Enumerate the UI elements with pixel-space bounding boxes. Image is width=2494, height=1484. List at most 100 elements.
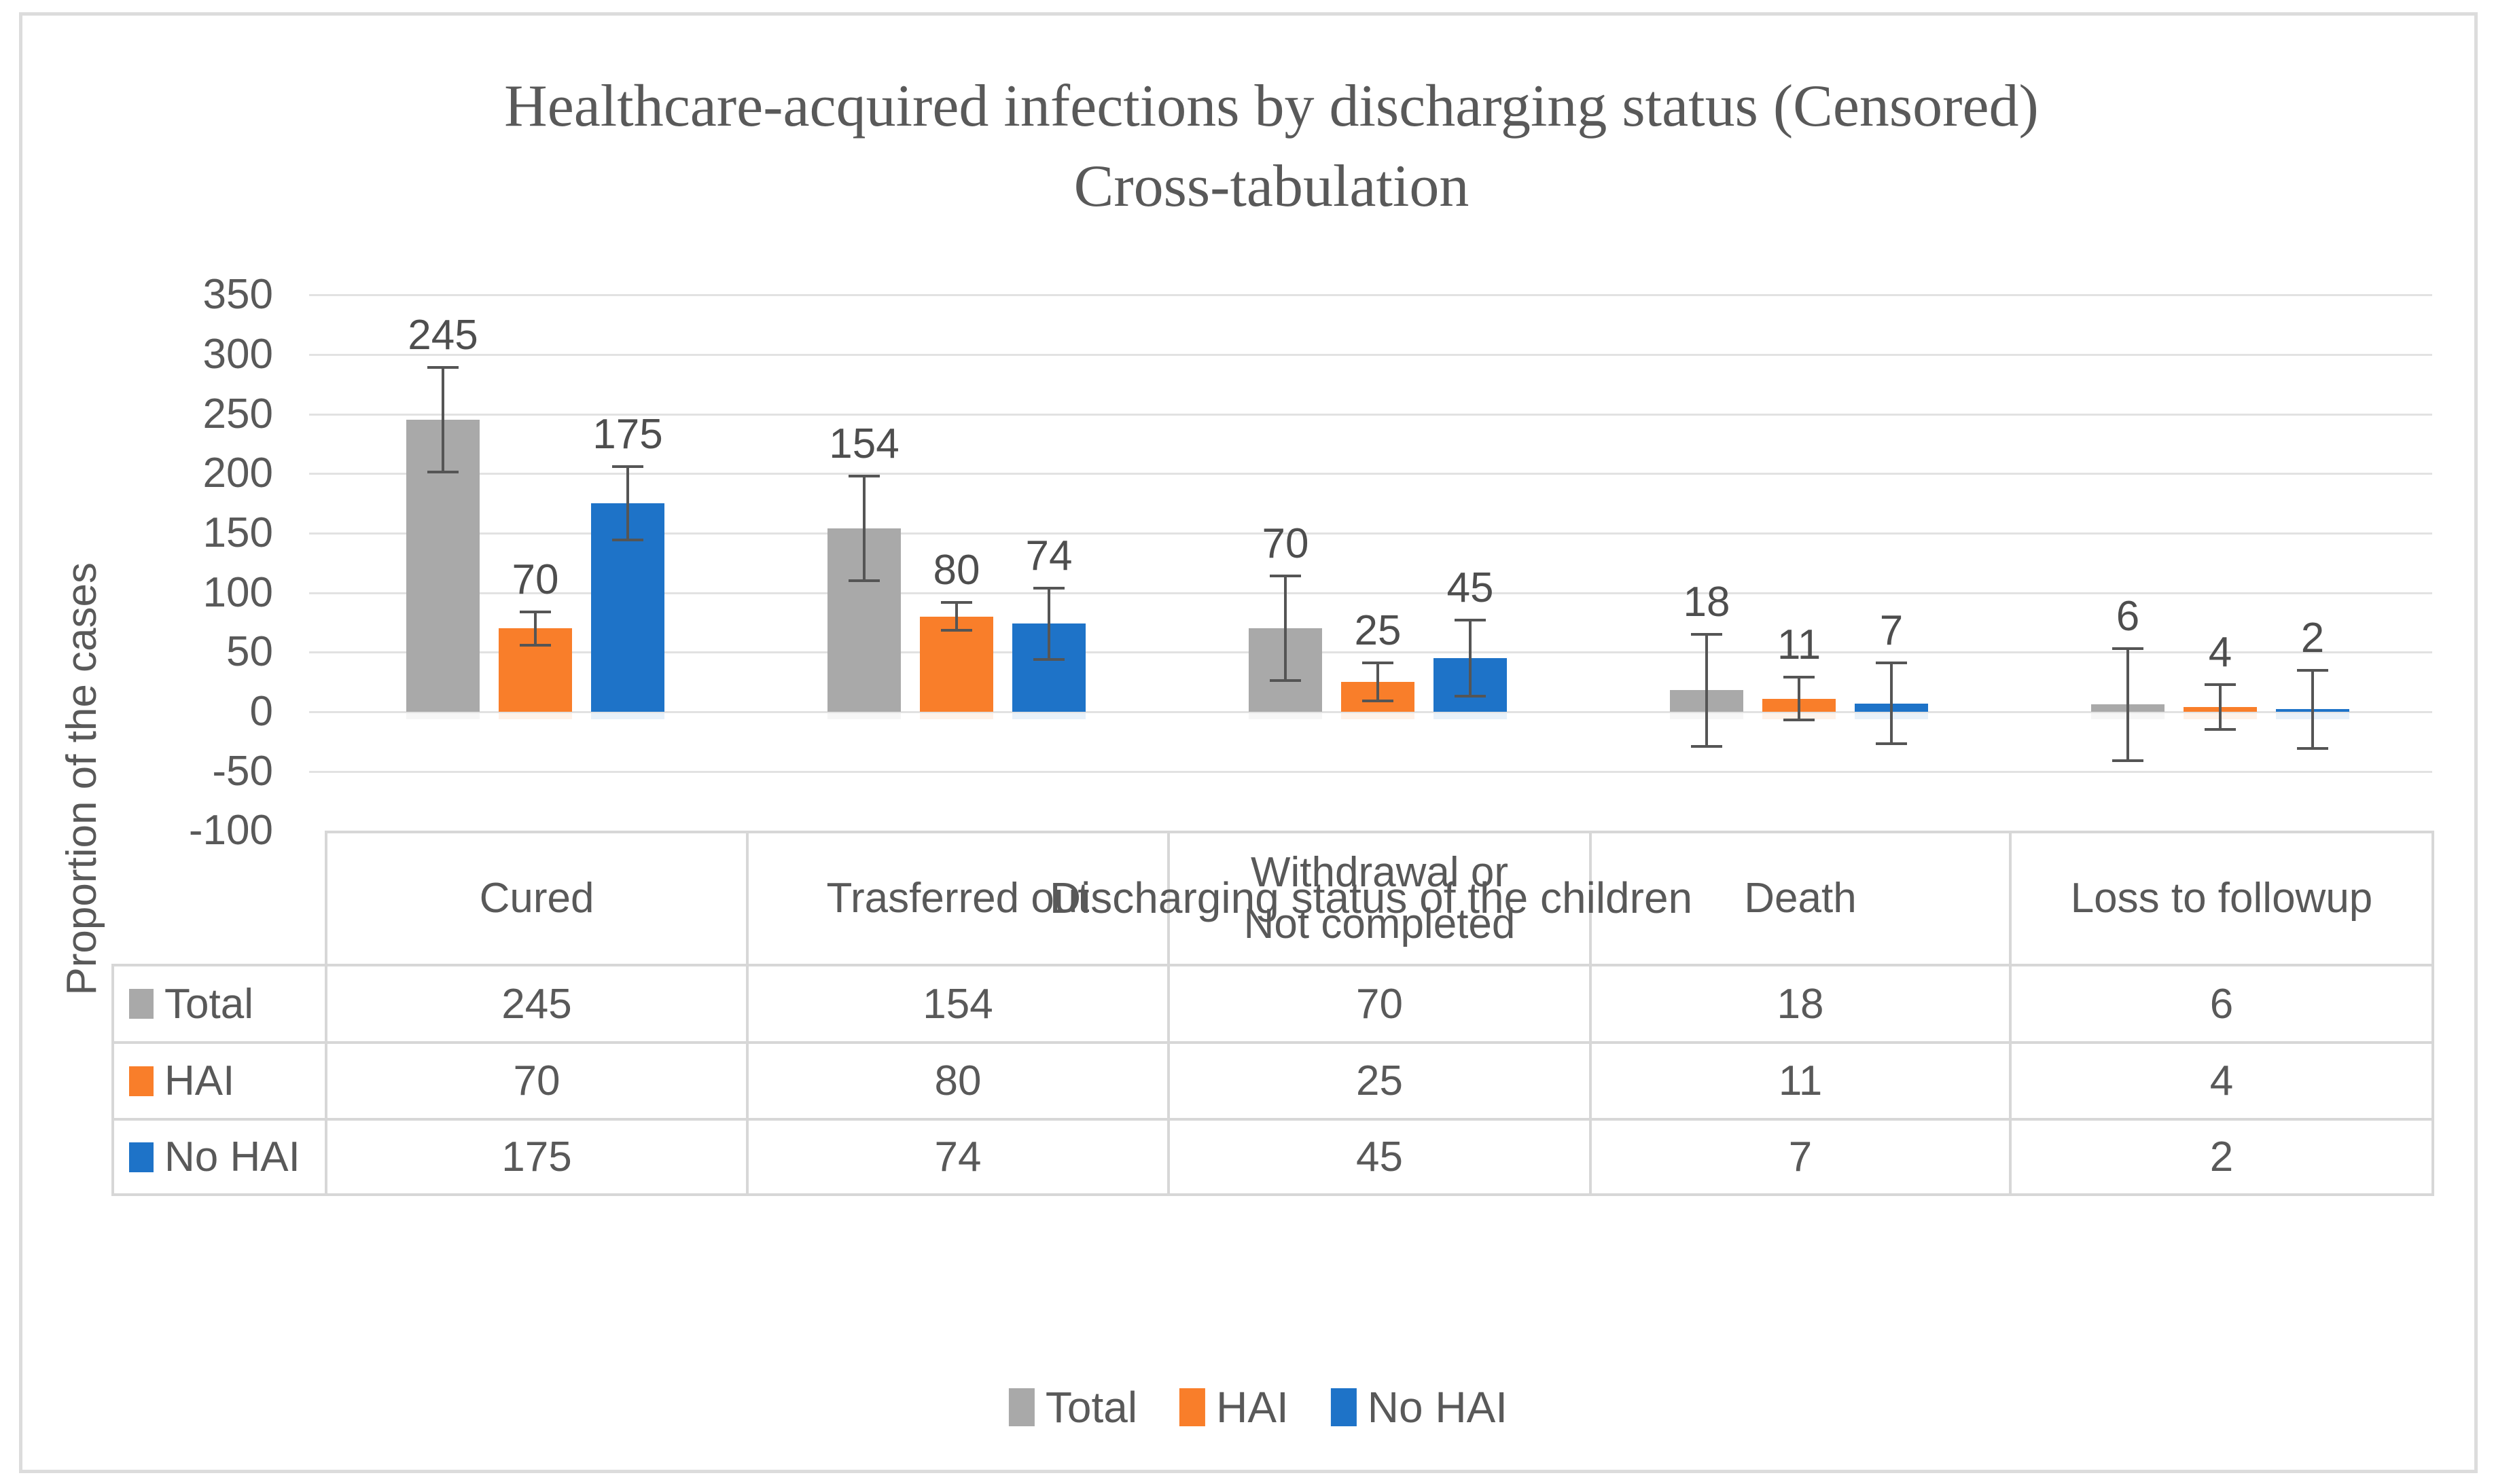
data-label-80: 80 — [933, 546, 980, 594]
gridline-150 — [309, 532, 2432, 535]
error-bar-cap-top — [1691, 633, 1722, 636]
error-bar-cap-bottom — [849, 579, 880, 582]
error-bar-line — [1376, 662, 1379, 702]
legend-swatch — [1330, 1388, 1357, 1426]
error-bar-cap-top — [1362, 662, 1393, 665]
data-label-6: 6 — [2116, 593, 2140, 640]
error-bar-line — [1798, 676, 1800, 722]
error-bar-cap-bottom — [1270, 679, 1301, 683]
y-tick-label-200: 200 — [202, 450, 273, 497]
bar-shadow — [406, 713, 480, 719]
table-row-label-total: Total — [111, 964, 327, 1044]
error-bar-cap-top — [427, 366, 459, 369]
error-bar-cap-top — [941, 600, 972, 604]
error-bar-cap-top — [2205, 683, 2236, 686]
error-bar-cap-bottom — [1783, 719, 1815, 722]
gridline--50 — [309, 770, 2432, 773]
error-bar-cap-bottom — [1362, 699, 1393, 702]
series-key-label: Total — [164, 980, 253, 1028]
error-bar-cap-bottom — [612, 539, 643, 542]
data-label-11: 11 — [1777, 621, 1821, 669]
error-bar-cap-top — [1033, 586, 1065, 590]
data-label-7: 7 — [1879, 607, 1904, 655]
chart-title[interactable]: Healthcare-acquired infections by discha… — [111, 67, 2431, 227]
legend-item-hai[interactable]: HAI — [1179, 1382, 1289, 1432]
table-row-label-hai: HAI — [111, 1041, 327, 1121]
data-label-70: 70 — [512, 556, 559, 603]
gridline-100 — [309, 592, 2432, 594]
table-cell: 11 — [1589, 1041, 2012, 1121]
table-cell: 154 — [746, 964, 1170, 1044]
table-header-0: Cured — [325, 831, 749, 966]
bar-shadow — [1341, 713, 1414, 719]
error-bar-cap-top — [2297, 668, 2328, 672]
error-bar-line — [863, 474, 866, 582]
table-cell: 80 — [746, 1041, 1170, 1121]
bar-hai-1[interactable] — [920, 616, 993, 712]
error-bar-line — [534, 610, 537, 647]
data-label-4: 4 — [2208, 628, 2232, 676]
table-cell: 2 — [2009, 1118, 2434, 1196]
data-label-70: 70 — [1262, 520, 1309, 568]
series-key-swatch — [129, 1066, 154, 1096]
table-header-2: Withdrawal or Not completed — [1167, 831, 1592, 966]
y-tick-label-150: 150 — [202, 509, 273, 556]
error-bar-cap-top — [2112, 647, 2143, 651]
legend-label: No HAI — [1367, 1383, 1508, 1432]
error-bar-cap-top — [520, 610, 551, 613]
gridline-350 — [309, 294, 2432, 297]
error-bar-line — [1469, 619, 1472, 698]
error-bar-line — [1048, 586, 1050, 661]
table-cell: 25 — [1167, 1041, 1592, 1121]
chart-border — [19, 12, 2478, 1473]
bar-shadow — [1012, 713, 1086, 719]
error-bar-cap-bottom — [1876, 742, 1907, 746]
error-bar-line — [1890, 662, 1893, 746]
error-bar-line — [626, 465, 629, 542]
error-bar-cap-bottom — [941, 629, 972, 632]
chart-legend[interactable]: Total HAI No HAI — [1008, 1382, 1508, 1432]
legend-label: Total — [1045, 1383, 1138, 1432]
y-tick-label-50: 50 — [226, 628, 273, 676]
error-bar-cap-bottom — [1033, 657, 1065, 661]
table-cell: 70 — [325, 1041, 749, 1121]
series-key-label: No HAI — [164, 1134, 300, 1180]
series-key-swatch — [129, 989, 154, 1019]
table-cell: 7 — [1589, 1118, 2012, 1196]
bar-shadow — [920, 713, 993, 719]
chart-title-line2: Cross-tabulation — [1073, 153, 1469, 219]
table-corner-cell — [113, 832, 327, 966]
data-label-175: 175 — [592, 410, 663, 458]
bar-shadow — [591, 713, 664, 719]
error-bar-cap-bottom — [520, 643, 551, 647]
data-label-245: 245 — [408, 312, 478, 359]
legend-item-total[interactable]: Total — [1008, 1382, 1138, 1432]
table-cell: 45 — [1167, 1118, 1592, 1196]
error-bar-line — [442, 366, 444, 474]
error-bar-cap-bottom — [1691, 744, 1722, 748]
error-bar-line — [1284, 575, 1287, 683]
data-label-74: 74 — [1025, 532, 1073, 579]
legend-swatch — [1179, 1388, 1206, 1426]
error-bar-cap-top — [1455, 619, 1486, 622]
table-cell: 18 — [1589, 964, 2012, 1044]
legend-label: HAI — [1216, 1383, 1289, 1432]
error-bar-cap-top — [849, 474, 880, 477]
error-bar-line — [2219, 683, 2222, 731]
data-label-45: 45 — [1446, 564, 1494, 612]
legend-swatch — [1008, 1388, 1035, 1426]
error-bar-cap-bottom — [1455, 694, 1486, 698]
legend-item-no-hai[interactable]: No HAI — [1330, 1382, 1508, 1432]
y-tick-label-100: 100 — [202, 568, 273, 616]
table-cell: 175 — [325, 1118, 749, 1196]
y-tick-label--50: -50 — [212, 747, 273, 795]
table-cell: 6 — [2009, 964, 2434, 1044]
data-label-18: 18 — [1683, 579, 1730, 626]
table-cell: 74 — [746, 1118, 1170, 1196]
table-header-1: Trasferred out — [746, 831, 1170, 966]
table-cell: 245 — [325, 964, 749, 1044]
bar-shadow — [827, 713, 901, 719]
gridline-300 — [309, 353, 2432, 356]
series-key-swatch — [129, 1142, 154, 1172]
